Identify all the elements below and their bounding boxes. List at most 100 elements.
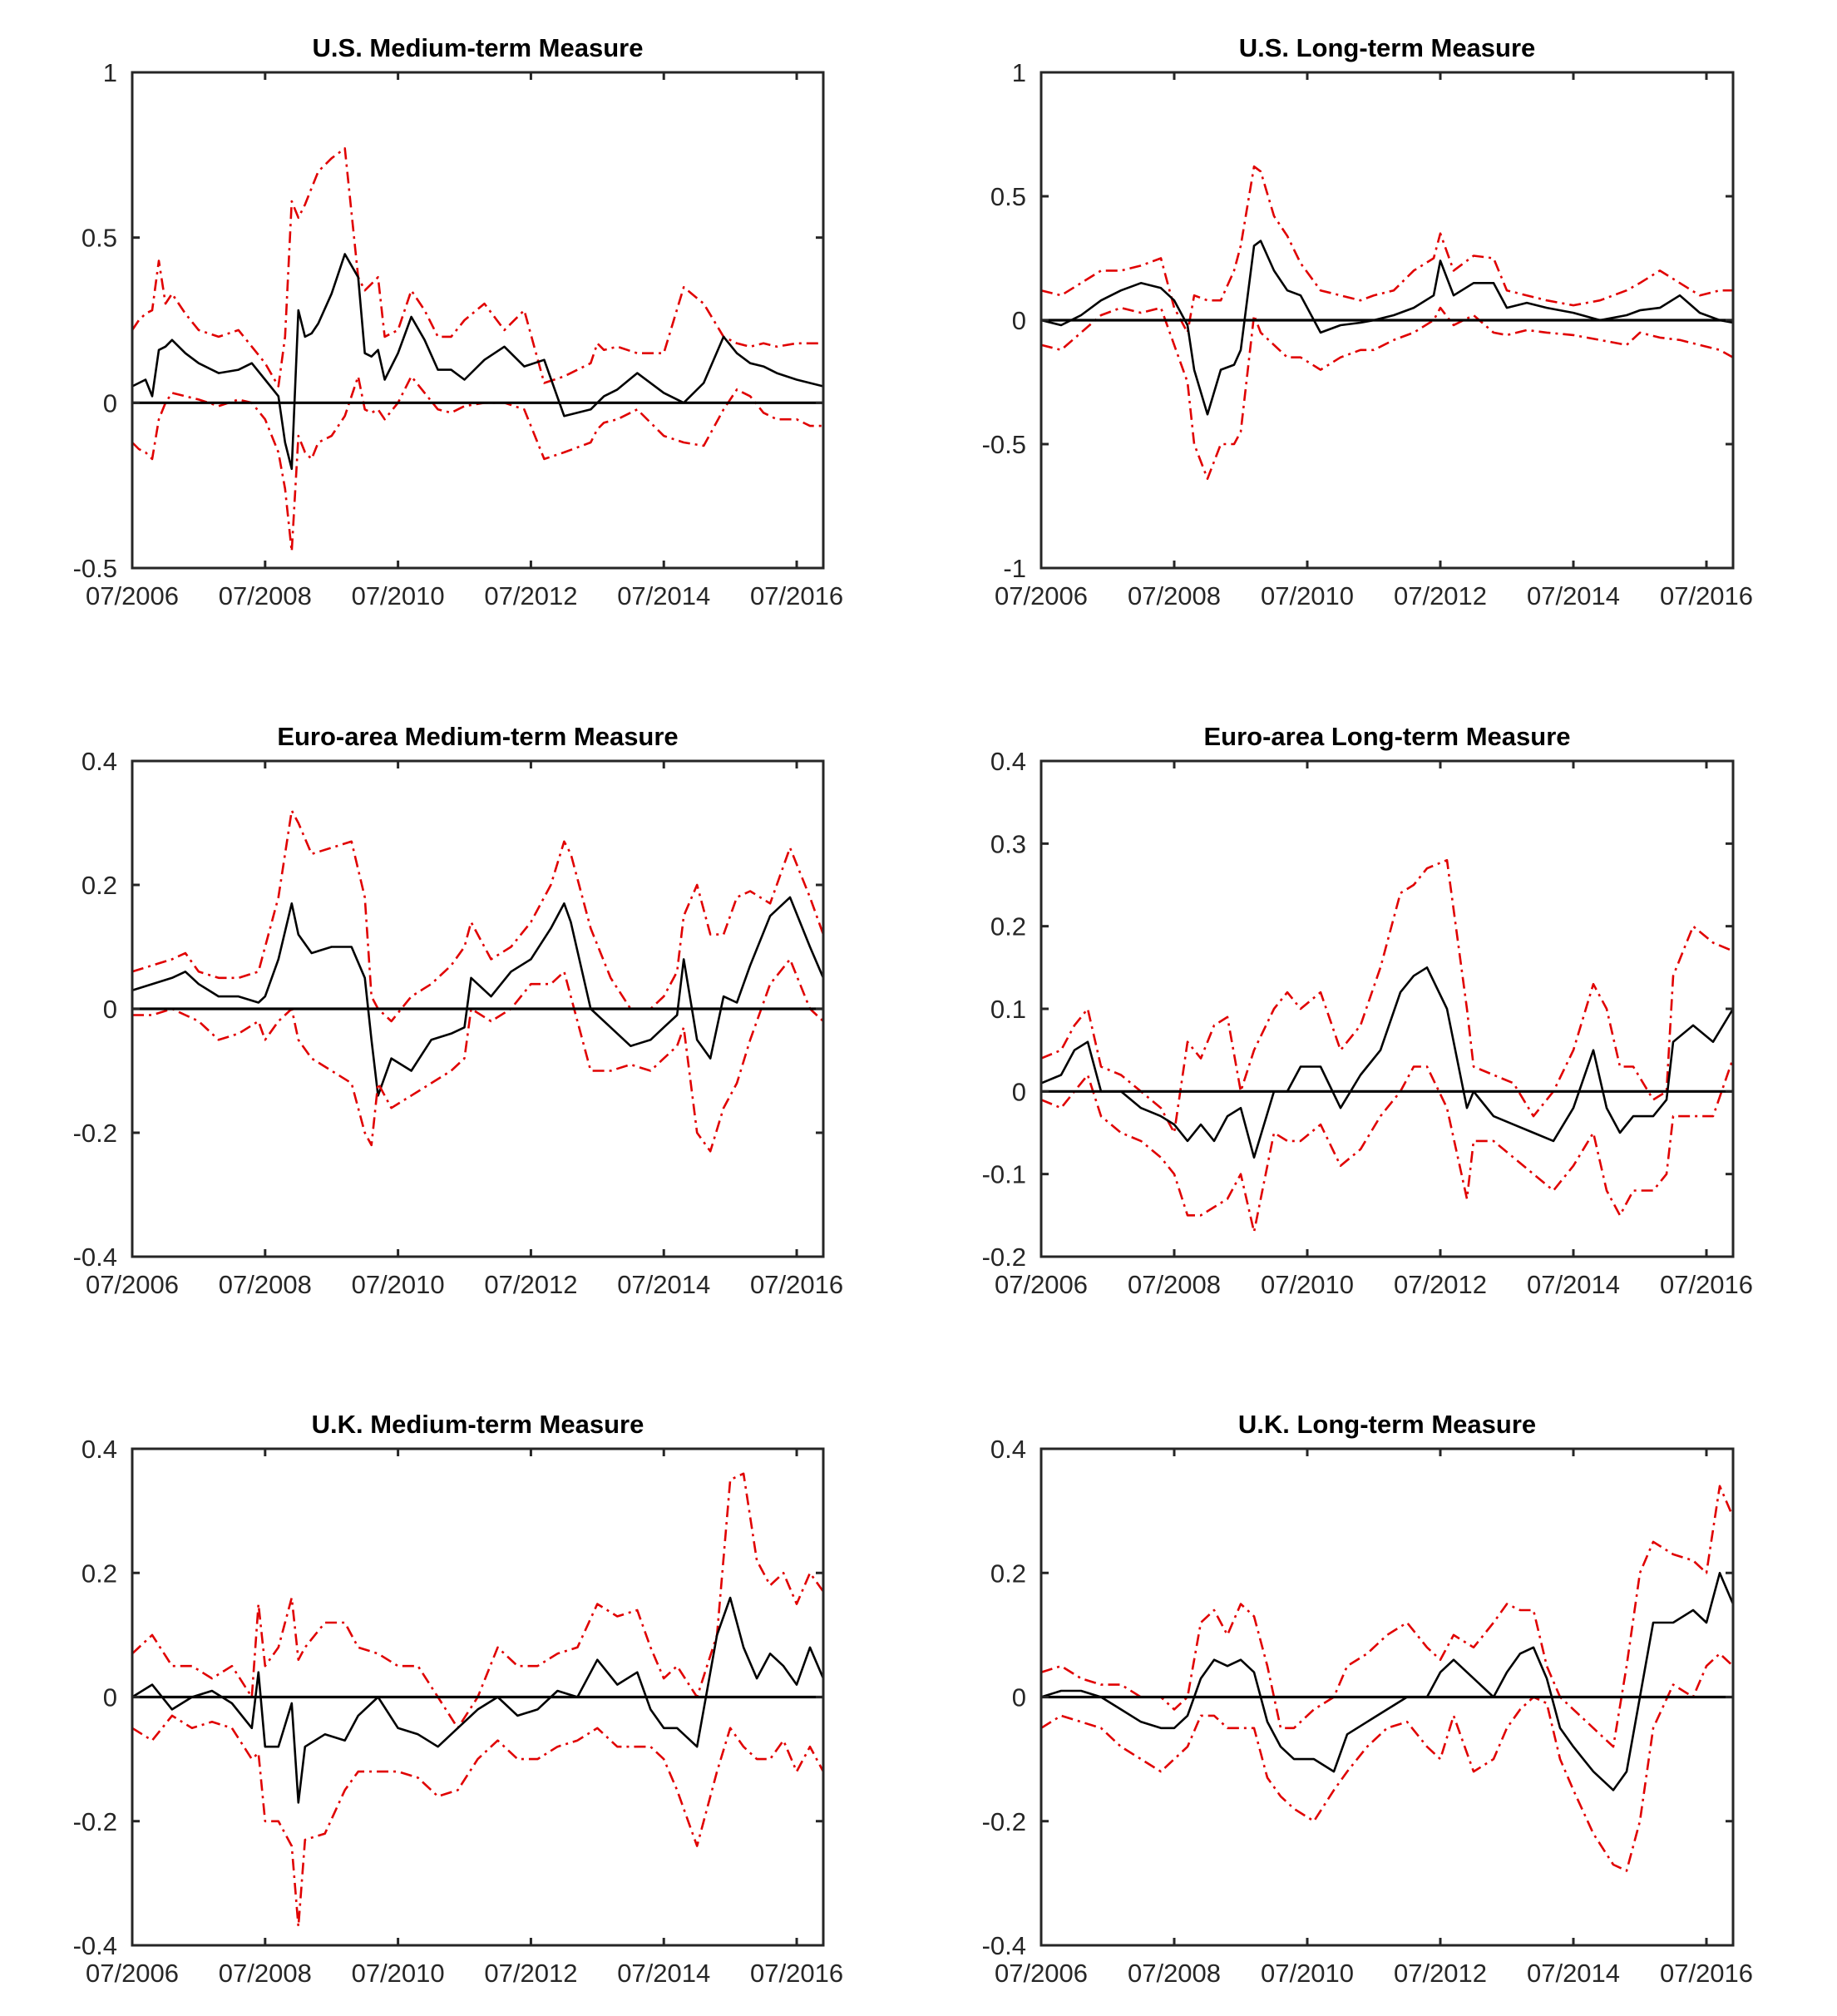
x-tick-label: 07/2016 [750, 1270, 843, 1299]
y-tick-label: -0.5 [982, 430, 1026, 459]
y-tick-label: 0 [1012, 306, 1026, 335]
axes-frame [131, 71, 825, 570]
y-tick-label: 0.1 [990, 995, 1026, 1024]
y-tick-label: 0.2 [81, 1559, 117, 1588]
estimate-line [1040, 966, 1735, 1159]
x-tick-label: 07/2010 [1261, 581, 1354, 610]
chart-title: U.S. Medium-term Measure [313, 33, 644, 62]
x-tick-label: 07/2010 [352, 1959, 445, 1988]
x-tick-label: 07/2010 [1261, 1270, 1354, 1299]
y-tick-label: -0.2 [73, 1807, 117, 1836]
panel-us-medium-term: U.S. Medium-term Measure -0.5 0 0.5 1 07/2006… [73, 33, 843, 610]
lower-band-line [131, 1714, 825, 1928]
y-tick-label: 0.2 [990, 1559, 1026, 1588]
x-tick-label: 07/2014 [617, 1959, 710, 1988]
estimate-line [131, 253, 824, 471]
upper-band-line [131, 809, 825, 1023]
upper-band-line [1040, 165, 1733, 334]
chart-title: Euro-area Long-term Measure [1204, 722, 1571, 751]
x-tick-label: 07/2006 [86, 1270, 179, 1299]
x-tick-label: 07/2016 [1660, 1959, 1753, 1988]
y-tick-label: -0.2 [73, 1119, 117, 1148]
panel-euro-area-medium-term: Euro-area Medium-term Measure -0.4 -0.2 0 0.… [73, 722, 843, 1299]
x-tick-label: 07/2008 [219, 581, 312, 610]
chart-title: Euro-area Medium-term Measure [277, 722, 678, 751]
y-tick-label: -0.4 [982, 1931, 1026, 1960]
x-tick-label: 07/2012 [484, 581, 577, 610]
y-tick-label: 0 [103, 995, 117, 1024]
x-tick-label: 07/2014 [617, 581, 710, 610]
x-tick-label: 07/2006 [995, 581, 1088, 610]
upper-band-line [131, 147, 823, 388]
upper-band-line [1040, 858, 1734, 1134]
x-tick-label: 07/2012 [1394, 1959, 1487, 1988]
y-tick-label: -0.5 [73, 554, 117, 583]
x-tick-label: 07/2008 [1128, 1959, 1221, 1988]
y-tick-label: -0.4 [73, 1243, 117, 1272]
x-tick-label: 07/2012 [484, 1270, 577, 1299]
x-tick-label: 07/2010 [1261, 1959, 1354, 1988]
x-tick-label: 07/2016 [750, 1959, 843, 1988]
panel-us-long-term: U.S. Long-term Measure -1 -0.5 0 0.5 1 07/2006… [982, 33, 1753, 610]
estimate-line [1040, 1572, 1735, 1791]
y-tick-label: 0.2 [990, 912, 1026, 941]
y-tick-label: 0 [103, 1683, 117, 1712]
panel-euro-area-long-term: Euro-area Long-term Measure -0.2 -0.1 0 0.1 0… [982, 722, 1753, 1299]
estimate-line [131, 1596, 825, 1804]
chart-title: U.K. Medium-term Measure [312, 1410, 644, 1439]
x-tick-label: 07/2016 [750, 581, 843, 610]
panel-uk-long-term: U.K. Long-term Measure -0.4 -0.2 0 0.2 0.4 07/… [982, 1410, 1753, 1988]
x-tick-label: 07/2014 [1527, 581, 1620, 610]
x-tick-label: 07/2006 [995, 1270, 1088, 1299]
y-tick-label: -0.4 [73, 1931, 117, 1960]
lower-band-line [132, 958, 824, 1153]
y-tick-label: 0.4 [990, 1435, 1026, 1464]
lower-band-line [131, 375, 823, 553]
chart-title: U.S. Long-term Measure [1239, 33, 1536, 62]
x-tick-label: 07/2014 [1527, 1270, 1620, 1299]
lower-band-line [1040, 1653, 1734, 1872]
x-tick-label: 07/2012 [1394, 581, 1487, 610]
x-tick-label: 07/2010 [352, 581, 445, 610]
y-tick-label: 0.5 [81, 224, 117, 253]
x-tick-label: 07/2016 [1660, 1270, 1753, 1299]
y-tick-label: -0.2 [982, 1243, 1026, 1272]
panel-uk-medium-term: U.K. Medium-term Measure -0.4 -0.2 0 0.2 0.4 0… [73, 1410, 843, 1988]
estimate-line [131, 896, 825, 1097]
y-tick-label: -1 [1003, 554, 1026, 583]
x-tick-label: 07/2010 [352, 1270, 445, 1299]
x-tick-label: 07/2006 [86, 581, 179, 610]
y-tick-label: 0 [103, 388, 117, 418]
y-tick-label: 1 [1012, 58, 1026, 87]
y-tick-label: 0.5 [990, 182, 1026, 211]
y-tick-label: 0 [1012, 1683, 1026, 1712]
y-tick-label: 0.4 [81, 1435, 117, 1464]
lower-band-line [1040, 306, 1734, 481]
y-tick-label: 0.4 [81, 747, 117, 776]
upper-band-line [131, 1472, 825, 1730]
y-tick-label: 0.3 [990, 829, 1026, 858]
x-tick-label: 07/2014 [1527, 1959, 1620, 1988]
estimate-line [1040, 240, 1734, 416]
y-tick-label: -0.1 [982, 1160, 1026, 1189]
x-tick-label: 07/2008 [219, 1959, 312, 1988]
x-tick-label: 07/2008 [1128, 581, 1221, 610]
lower-band-line [1040, 1058, 1735, 1233]
upper-band-line [1040, 1485, 1735, 1748]
x-tick-label: 07/2012 [1394, 1270, 1487, 1299]
y-tick-label: -0.2 [982, 1807, 1026, 1836]
x-tick-label: 07/2008 [1128, 1270, 1221, 1299]
axes-frame [1039, 759, 1735, 1258]
y-tick-label: 1 [103, 58, 117, 87]
chart-title: U.K. Long-term Measure [1238, 1410, 1536, 1439]
x-tick-label: 07/2008 [219, 1270, 312, 1299]
x-tick-label: 07/2016 [1660, 581, 1753, 610]
x-tick-label: 07/2006 [86, 1959, 179, 1988]
x-tick-label: 07/2012 [484, 1959, 577, 1988]
y-tick-label: 0.2 [81, 871, 117, 900]
y-tick-label: 0 [1012, 1077, 1026, 1106]
x-tick-label: 07/2006 [995, 1959, 1088, 1988]
x-tick-label: 07/2014 [617, 1270, 710, 1299]
y-tick-label: 0.4 [990, 747, 1026, 776]
